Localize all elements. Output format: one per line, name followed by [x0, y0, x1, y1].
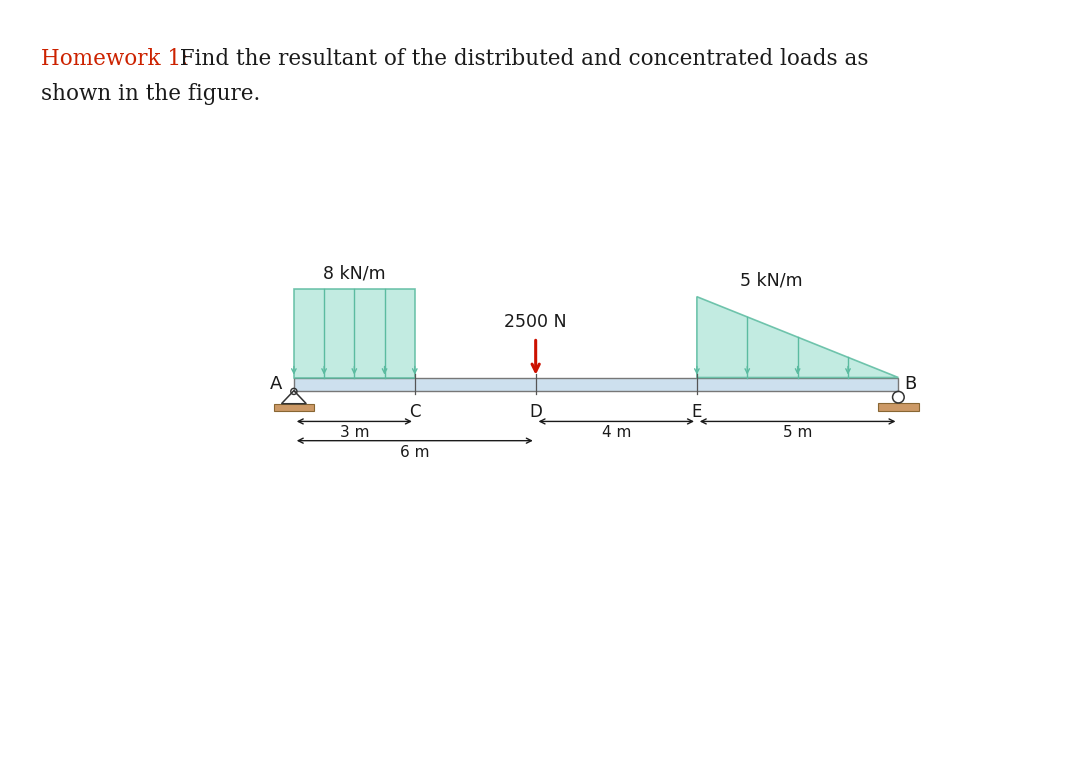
- Bar: [273, 404, 314, 411]
- Text: 8 kN/m: 8 kN/m: [323, 264, 386, 282]
- Text: Homework 1:: Homework 1:: [41, 48, 188, 69]
- Text: 3 m: 3 m: [339, 425, 369, 440]
- Bar: [878, 403, 918, 411]
- Text: D: D: [529, 403, 542, 421]
- Text: 5 m: 5 m: [783, 425, 812, 440]
- Text: 2500 N: 2500 N: [504, 313, 567, 330]
- Text: C: C: [409, 403, 420, 421]
- Bar: [294, 289, 415, 378]
- Polygon shape: [697, 296, 899, 378]
- Text: 4 m: 4 m: [602, 425, 631, 440]
- Text: 5 kN/m: 5 kN/m: [740, 272, 802, 290]
- Text: B: B: [905, 375, 917, 393]
- Text: Find the resultant of the distributed and concentrated loads as: Find the resultant of the distributed an…: [173, 48, 868, 69]
- Text: E: E: [691, 403, 702, 421]
- Text: shown in the figure.: shown in the figure.: [41, 83, 260, 104]
- Text: 6 m: 6 m: [400, 445, 430, 459]
- Bar: [294, 378, 899, 391]
- Text: A: A: [270, 375, 282, 393]
